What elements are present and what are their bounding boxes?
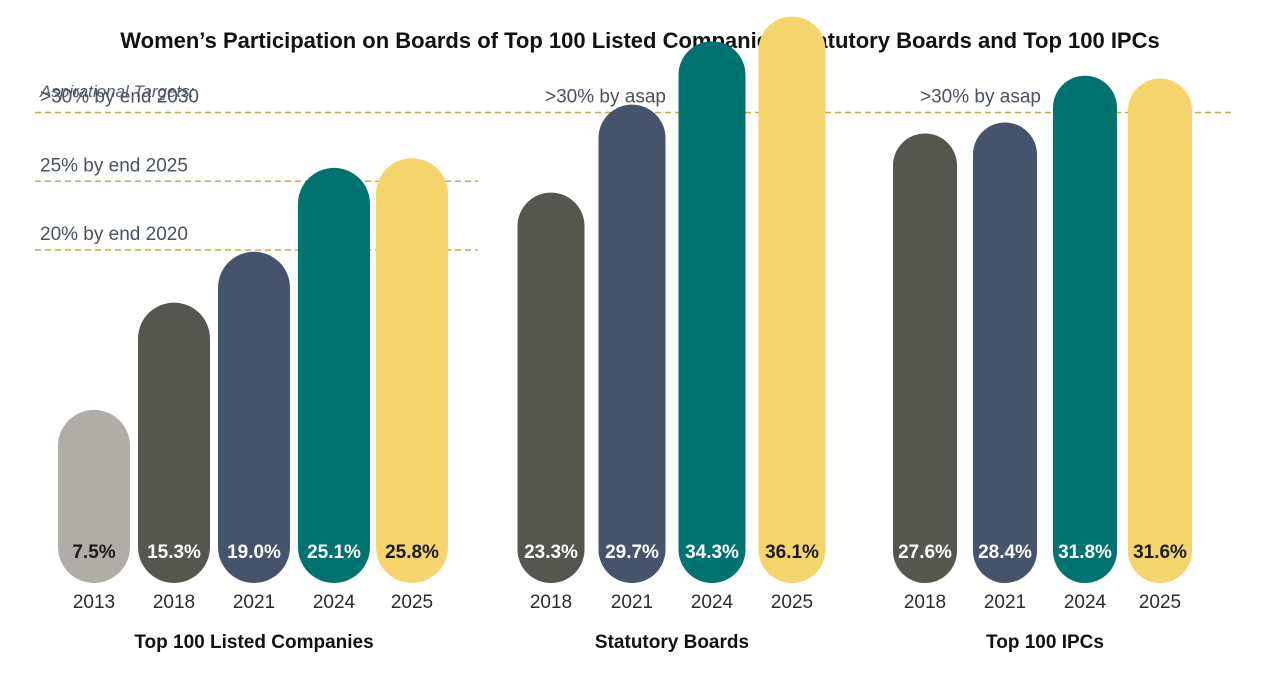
group-label: Top 100 Listed Companies: [134, 632, 373, 653]
bar-2021: [598, 104, 666, 583]
year-tick-label: 2018: [153, 592, 195, 613]
group-label: Statutory Boards: [595, 632, 749, 653]
year-tick-label: 2021: [233, 592, 275, 613]
bar-2018: [138, 302, 210, 583]
year-tick-label: 2024: [1064, 592, 1107, 613]
target-label: >30% by end 2030: [40, 87, 199, 108]
target-label: 25% by end 2025: [40, 155, 188, 176]
target-label: >30% by asap: [545, 87, 666, 108]
data-label: 15.3%: [147, 542, 201, 563]
bar-2025: [1128, 78, 1192, 583]
year-tick-label: 2024: [691, 592, 734, 613]
data-label: 7.5%: [72, 542, 115, 563]
bar-2021: [218, 251, 290, 583]
data-label: 28.4%: [978, 542, 1032, 563]
year-tick-label: 2025: [1139, 592, 1181, 613]
data-label: 23.3%: [524, 542, 578, 563]
data-label: 25.1%: [307, 542, 361, 563]
target-label: >30% by asap: [920, 87, 1041, 108]
data-label: 29.7%: [605, 542, 659, 563]
year-tick-label: 2025: [771, 592, 813, 613]
data-label: 27.6%: [898, 542, 952, 563]
year-tick-label: 2013: [73, 592, 115, 613]
bar-2025: [758, 16, 826, 583]
year-tick-label: 2021: [611, 592, 653, 613]
bar-2024: [1053, 75, 1117, 583]
bar-2024: [678, 41, 746, 583]
year-tick-label: 2018: [904, 592, 946, 613]
bars: [58, 16, 1192, 583]
target-label: 20% by end 2020: [40, 224, 188, 245]
bar-2013: [58, 409, 130, 583]
aspirational-targets-label: Aspirational Targets:: [39, 82, 195, 101]
year-tick-label: 2024: [313, 592, 356, 613]
bar-2025: [376, 158, 448, 583]
data-label: 31.6%: [1133, 542, 1187, 563]
bar-2018: [893, 133, 957, 583]
labels: >30% by end 2030 25% by end 2025 20% by en…: [40, 87, 1187, 654]
data-label: 19.0%: [227, 542, 281, 563]
year-tick-label: 2021: [984, 592, 1026, 613]
data-label: 25.8%: [385, 542, 439, 563]
year-tick-label: 2025: [391, 592, 433, 613]
year-tick-label: 2018: [530, 592, 572, 613]
bar-2021: [973, 122, 1037, 583]
data-label: 34.3%: [685, 542, 739, 563]
data-label: 36.1%: [765, 542, 819, 563]
data-label: 31.8%: [1058, 542, 1112, 563]
bar-2018: [517, 192, 585, 583]
bar-2024: [298, 167, 370, 583]
chart-title: Women’s Participation on Boards of Top 1…: [120, 28, 1159, 53]
group-label: Top 100 IPCs: [986, 632, 1104, 653]
